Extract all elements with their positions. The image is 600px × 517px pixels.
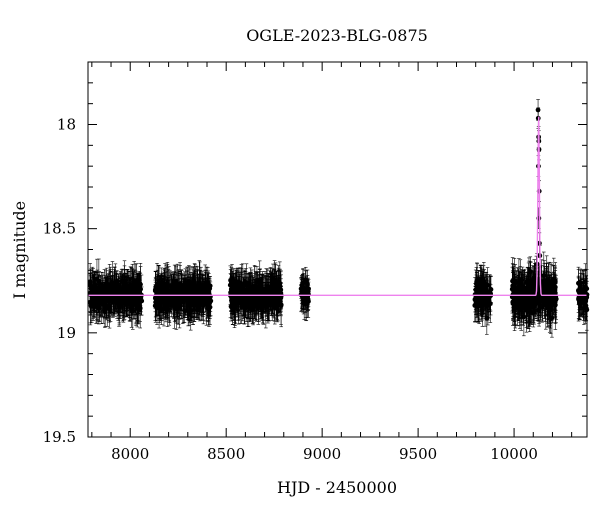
data-point	[96, 306, 101, 311]
data-points	[88, 108, 590, 321]
data-point	[103, 309, 108, 314]
y-axis-title: I magnitude	[10, 201, 29, 299]
chart-title: OGLE-2023-BLG-0875	[246, 26, 428, 45]
x-axis-title: HJD - 2450000	[277, 478, 397, 497]
plot-area	[88, 100, 590, 338]
